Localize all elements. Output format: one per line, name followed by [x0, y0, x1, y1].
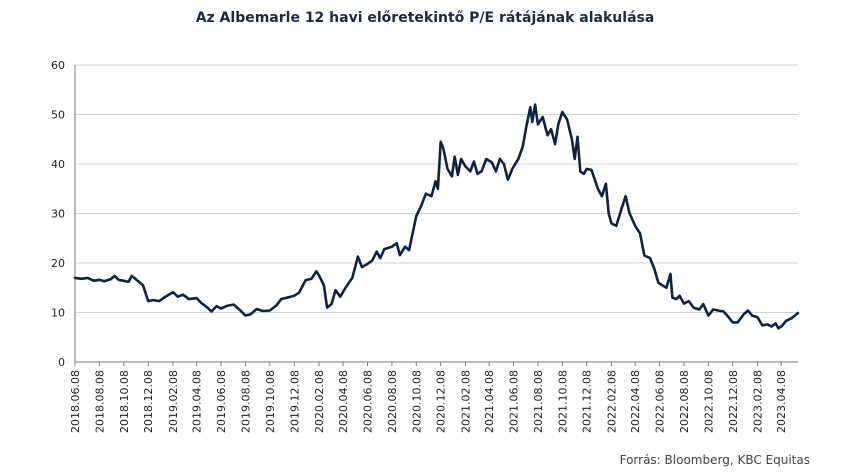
- x-tick-label: 2023.04.08: [775, 370, 788, 433]
- x-tick-label: 2020.06.08: [361, 370, 374, 433]
- x-tick-label: 2021.12.08: [581, 370, 594, 433]
- chart-title: Az Albemarle 12 havi előretekintő P/E rá…: [195, 10, 655, 26]
- x-tick-label: 2022.02.08: [606, 370, 619, 433]
- x-tick-label: 2020.10.08: [410, 370, 423, 433]
- x-tick-label: 2018.10.08: [118, 370, 131, 433]
- x-tick-label: 2018.12.08: [142, 370, 155, 433]
- x-axis-ticks: 2018.06.08 2018.08.08 2018.10.08 2018.12.08…: [69, 362, 788, 433]
- pe-ratio-series-line: [73, 103, 800, 330]
- x-axis: [74, 65, 798, 363]
- gridlines: [75, 64, 798, 313]
- x-tick-label: 2023.02.08: [752, 370, 765, 433]
- x-tick-label: 2019.08.08: [239, 370, 252, 433]
- x-tick-label: 2019.10.08: [264, 370, 277, 433]
- x-tick-label: 2019.06.08: [215, 370, 228, 433]
- y-tick-label: 60: [51, 59, 65, 72]
- y-tick-label: 20: [51, 257, 65, 270]
- y-tick-label: 50: [51, 109, 65, 122]
- x-tick-label: 2022.10.08: [702, 370, 715, 433]
- x-tick-label: 2021.08.08: [532, 370, 545, 433]
- x-tick-label: 2020.08.08: [386, 370, 399, 433]
- x-tick-label: 2019.12.08: [288, 370, 301, 433]
- source-note: Forrás: Bloomberg, KBC Equitas: [619, 453, 810, 467]
- x-tick-label: 2019.02.08: [167, 370, 180, 433]
- x-tick-label: 2022.04.08: [629, 370, 642, 433]
- x-tick-label: 2022.08.08: [678, 370, 691, 433]
- y-tick-label: 30: [51, 208, 65, 221]
- x-tick-label: 2022.06.08: [654, 370, 667, 433]
- y-tick-label: 10: [51, 307, 65, 320]
- y-axis-ticks: 0 10 20 30 40 50 60: [51, 59, 65, 369]
- y-tick-label: 40: [51, 158, 65, 171]
- x-tick-label: 2019.04.08: [191, 370, 204, 433]
- y-tick-label: 0: [58, 356, 65, 369]
- x-tick-label: 2018.06.08: [69, 370, 82, 433]
- x-tick-label: 2021.06.08: [508, 370, 521, 433]
- x-tick-label: 2020.04.08: [337, 370, 350, 433]
- x-tick-label: 2021.02.08: [460, 370, 473, 433]
- x-tick-label: 2018.08.08: [93, 370, 106, 433]
- x-tick-label: 2020.02.08: [313, 370, 326, 433]
- x-tick-label: 2022.12.08: [727, 370, 740, 433]
- x-tick-label: 2021.10.08: [556, 370, 569, 433]
- x-tick-label: 2020.12.08: [435, 370, 448, 433]
- x-tick-label: 2021.04.08: [483, 370, 496, 433]
